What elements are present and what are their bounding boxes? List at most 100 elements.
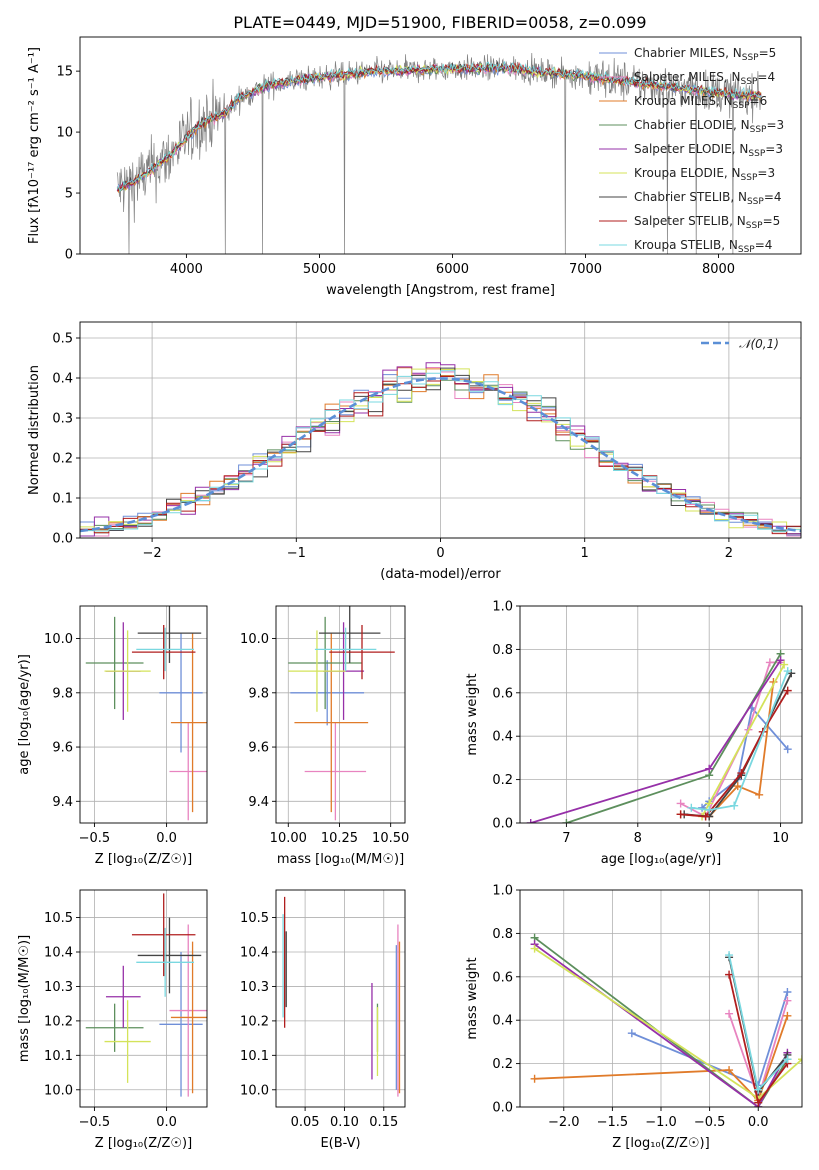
axes-frame xyxy=(79,36,802,255)
weight-point-marker xyxy=(776,656,785,665)
axes-frame xyxy=(275,605,406,824)
weight-point-marker xyxy=(783,996,792,1005)
weight-point-marker xyxy=(725,970,734,979)
age-vs-z-panel: −0.5 0.0 9.4 9.6 9.8 10.0 Z [log₁₀(Z/Z☉)] age [… xyxy=(17,605,208,867)
y-tick-label: 0.2 xyxy=(52,452,73,467)
mass-vs-z-xlabel: Z [log₁₀(Z/Z☉)] xyxy=(95,1136,192,1151)
x-tick-label: 2 xyxy=(725,546,733,561)
axes-frame xyxy=(275,889,406,1108)
y-tick-label: 0.1 xyxy=(52,492,73,507)
x-tick-label: 0.0 xyxy=(156,831,177,846)
weight-point-marker xyxy=(730,801,739,810)
x-tick-label: 0 xyxy=(436,546,444,561)
weight-point-marker xyxy=(737,769,746,778)
y-tick-label: 0.2 xyxy=(492,773,513,788)
weight-point-marker xyxy=(687,803,696,812)
x-tick-label: 10.00 xyxy=(270,831,307,846)
weight-point-marker xyxy=(783,686,792,695)
legend-entry: 𝒩(0,1) xyxy=(739,337,779,351)
weight-point-marker xyxy=(705,805,714,814)
y-tick-label: 9.6 xyxy=(248,741,269,756)
weight-point-marker xyxy=(754,1085,763,1094)
weight-point-marker xyxy=(562,819,571,823)
weight-point-marker xyxy=(783,667,792,676)
x-tick-label: 0.10 xyxy=(330,1115,359,1130)
age-vs-mass-plot-area xyxy=(288,606,395,821)
y-tick-label: 10.2 xyxy=(44,1014,73,1029)
weight-vs-z-plot-area xyxy=(530,933,802,1107)
weight-point-marker xyxy=(698,803,707,812)
weight-point-marker xyxy=(725,1066,734,1075)
x-tick-label: −2 xyxy=(143,546,162,561)
weight-point-marker xyxy=(780,660,789,669)
legend-entry: Chabrier STELIB, NSSP=4 xyxy=(634,190,782,207)
y-tick-label: 0.2 xyxy=(492,1057,513,1072)
legend-entry: Salpeter MILES, NSSP=4 xyxy=(634,70,775,87)
spectrum-xlabel: wavelength [Angstrom, rest frame] xyxy=(326,283,555,298)
age-vs-z-xlabel: Z [log₁₀(Z/Z☉)] xyxy=(95,852,192,867)
weight-vs-age-panel: 7 8 9 10 0.0 0.2 0.4 0.6 0.8 1.0 age [log₁₀(age/yr… xyxy=(465,600,803,867)
y-tick-label: 9.8 xyxy=(52,686,73,701)
x-tick-label: 0.05 xyxy=(291,1115,320,1130)
y-tick-label: 0.6 xyxy=(492,686,513,701)
y-tick-label: 10.0 xyxy=(44,1083,73,1098)
residual-histogram xyxy=(80,367,801,538)
x-tick-label: −0.5 xyxy=(694,1115,726,1130)
axes-frame xyxy=(79,889,208,1108)
age-vs-mass-panel: 10.00 10.25 10.50 9.4 9.6 9.8 10.0 mass [log₁₀(… xyxy=(240,605,409,867)
mass-vs-z-panel: −0.5 0.0 10.0 10.1 10.2 10.3 10.4 10.5 Z [log₁₀(… xyxy=(17,889,208,1151)
weight-point-marker xyxy=(725,1009,734,1018)
y-tick-label: 0.4 xyxy=(492,730,513,745)
weight-point-marker xyxy=(765,658,774,667)
y-tick-label: 9.6 xyxy=(52,741,73,756)
y-tick-label: 0.6 xyxy=(492,970,513,985)
legend-entry: Kroupa ELODIE, NSSP=3 xyxy=(634,166,775,183)
y-tick-label: 10.1 xyxy=(44,1049,73,1064)
residual-histogram xyxy=(80,376,801,538)
y-tick-label: 10.5 xyxy=(44,911,73,926)
weight-vs-z-ylabel: mass weight xyxy=(465,957,480,1039)
x-tick-label: 6000 xyxy=(436,262,469,277)
weight-point-marker xyxy=(627,1029,636,1038)
axes-frame xyxy=(79,321,802,539)
y-tick-label: 10.3 xyxy=(240,980,269,995)
y-tick-label: 0.8 xyxy=(492,643,513,658)
x-tick-label: −0.5 xyxy=(79,831,111,846)
axes-frame xyxy=(519,889,803,1108)
weight-point-marker xyxy=(705,764,714,773)
axes-frame xyxy=(79,605,208,824)
weight-series-line xyxy=(566,653,782,823)
age-vs-mass-xlabel: mass [log₁₀(M/M☉)] xyxy=(277,852,404,867)
x-tick-label: 10 xyxy=(772,831,789,846)
y-tick-label: 10.4 xyxy=(44,946,73,961)
y-tick-label: 10.0 xyxy=(44,632,73,647)
y-tick-label: 9.8 xyxy=(248,686,269,701)
legend-entry: Chabrier ELODIE, NSSP=3 xyxy=(634,118,784,135)
weight-series-line xyxy=(534,1015,789,1103)
weight-vs-age-ylabel: mass weight xyxy=(465,673,480,755)
y-tick-label: 10.4 xyxy=(240,946,269,961)
weight-vs-z-panel: −2.0 −1.5 −1.0 −0.5 0.0 0.0 0.2 0.4 0.6 0.8 1.0 Z [… xyxy=(465,884,803,1151)
spectrum-panel: 4000 5000 6000 7000 8000 0 5 10 15 wavelength [An… xyxy=(27,36,802,298)
y-tick-label: 0.3 xyxy=(52,412,73,427)
weight-point-marker xyxy=(701,812,710,821)
x-tick-label: −0.5 xyxy=(79,1115,111,1130)
x-tick-label: −1.5 xyxy=(597,1115,629,1130)
x-tick-label: −1.0 xyxy=(645,1115,677,1130)
y-tick-label: 10 xyxy=(56,126,73,141)
x-tick-label: 10.25 xyxy=(321,831,358,846)
weight-point-marker xyxy=(676,799,685,808)
y-tick-label: 5 xyxy=(65,187,73,202)
weight-series-line xyxy=(691,670,789,811)
y-tick-label: 0.8 xyxy=(492,927,513,942)
x-tick-label: 7 xyxy=(562,831,570,846)
x-tick-label: 9 xyxy=(705,831,713,846)
figure-title: PLATE=0449, MJD=51900, FIBERID=0058, z=0… xyxy=(233,13,646,32)
model-spectrum-line xyxy=(116,61,762,193)
residual-histogram xyxy=(80,370,801,538)
normal-reference-curve xyxy=(80,377,801,533)
weight-point-marker xyxy=(783,1011,792,1020)
weight-vs-age-plot-area xyxy=(526,649,796,823)
weight-point-marker xyxy=(755,790,764,799)
y-tick-label: 1.0 xyxy=(492,600,513,615)
